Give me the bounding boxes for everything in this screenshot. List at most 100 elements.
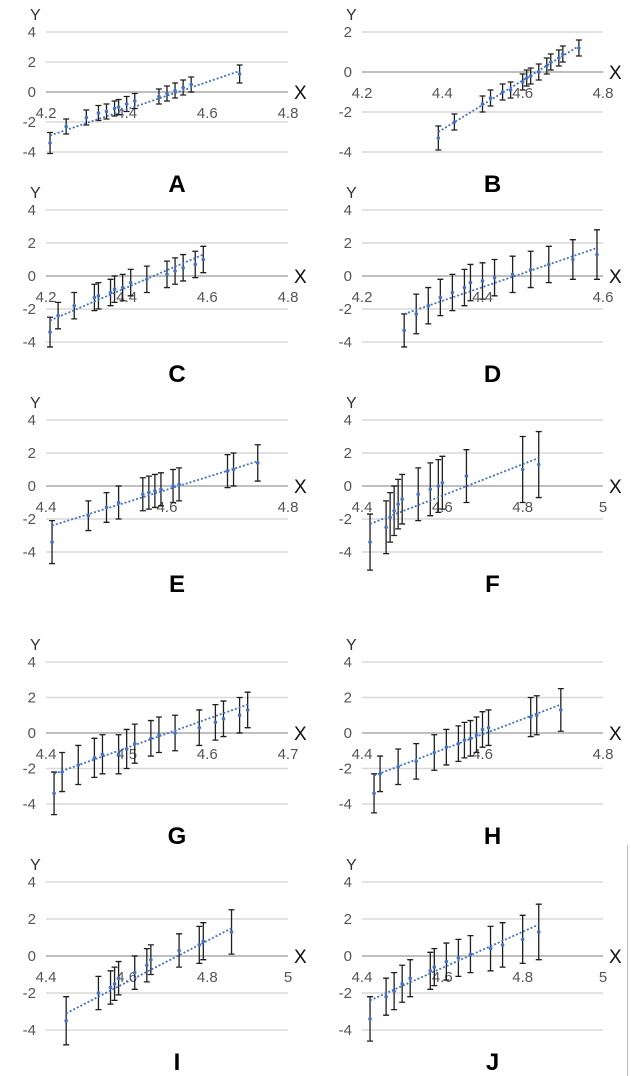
y-tick-label: 0 — [344, 478, 352, 495]
panel-label: E — [169, 571, 185, 598]
data-point — [486, 725, 491, 730]
data-point — [400, 497, 404, 501]
x-tick-label: 4.2 — [352, 289, 373, 306]
y-axis-label: Y — [346, 395, 357, 412]
data-point — [116, 752, 121, 757]
y-tick-label: 2 — [28, 690, 36, 707]
data-point — [508, 88, 513, 92]
x-axis-label: X — [609, 947, 622, 968]
y-tick-label: 0 — [28, 478, 36, 495]
data-point — [468, 736, 473, 741]
data-point — [392, 508, 396, 513]
y-axis-label: Y — [346, 637, 357, 654]
data-point — [116, 500, 121, 505]
data-point — [213, 720, 218, 725]
x-tick-label: 4.8 — [512, 969, 533, 986]
data-point — [165, 91, 169, 96]
data-point — [116, 976, 121, 980]
y-tick-label: 4 — [344, 202, 352, 219]
y-tick-label: 0 — [344, 725, 352, 742]
panel-label: D — [484, 361, 501, 388]
data-point — [480, 727, 485, 732]
chart-panel-b: -4 -2 0 2 4.2 4.4 4.6 4.8 Y X B — [339, 7, 622, 198]
data-point — [104, 109, 109, 114]
x-tick-label: 4.2 — [36, 289, 57, 306]
data-point — [76, 763, 81, 767]
data-point — [48, 141, 52, 145]
y-tick-label: -4 — [23, 144, 36, 161]
data-point — [104, 505, 109, 510]
data-point — [577, 46, 581, 50]
data-point — [96, 111, 101, 115]
trendline — [403, 247, 598, 315]
data-point — [229, 930, 234, 934]
data-point — [456, 956, 461, 960]
y-tick-label: -2 — [23, 985, 36, 1002]
data-point — [571, 257, 575, 262]
data-point — [100, 752, 105, 757]
data-point — [193, 262, 198, 267]
data-point — [440, 480, 445, 485]
data-point — [468, 280, 473, 285]
data-point — [456, 741, 461, 746]
data-point — [396, 764, 400, 769]
x-tick-label: 4.4 — [36, 746, 57, 763]
x-tick-label: 4.2 — [352, 85, 373, 102]
data-point — [388, 515, 392, 520]
data-point — [197, 943, 202, 947]
x-axis-label: X — [609, 724, 622, 745]
y-tick-label: 4 — [28, 24, 36, 41]
x-tick-label: 4.8 — [278, 105, 299, 122]
data-point — [221, 717, 226, 721]
data-point — [157, 732, 161, 737]
data-point — [510, 272, 515, 277]
y-tick-label: -2 — [339, 301, 352, 318]
data-point — [245, 708, 250, 712]
x-axis-label: X — [294, 83, 307, 104]
x-axis-label: X — [609, 63, 622, 84]
data-point — [428, 487, 433, 492]
data-point — [534, 713, 539, 718]
x-tick-label: 4.4 — [352, 499, 373, 516]
x-tick-label: 4.6 — [472, 746, 493, 763]
y-axis-label: Y — [346, 7, 357, 24]
x-tick-label: 4.6 — [197, 105, 218, 122]
data-point — [384, 525, 388, 530]
y-tick-label: 0 — [344, 64, 352, 81]
data-point — [225, 469, 230, 473]
data-point — [402, 328, 406, 333]
chart-panel-i: -4 -2 0 2 4 4.4 4.6 4.8 5 Y X I — [23, 857, 307, 1076]
data-point — [488, 946, 493, 951]
x-tick-label: 4.7 — [278, 746, 299, 763]
y-tick-label: 2 — [344, 24, 352, 41]
data-point — [426, 303, 431, 308]
data-point — [468, 952, 473, 956]
data-point — [384, 994, 388, 999]
data-point — [436, 484, 441, 488]
data-point — [92, 295, 97, 300]
y-axis-label: Y — [30, 7, 41, 24]
x-axis-label: X — [609, 267, 622, 288]
y-tick-label: -2 — [339, 985, 352, 1002]
data-point — [149, 957, 153, 962]
chart-panel-j: -4 -2 0 2 4 4.4 4.6 4.8 5 Y X J — [339, 857, 622, 1076]
data-point — [520, 467, 525, 472]
data-point — [177, 948, 181, 953]
data-point — [368, 1017, 372, 1021]
data-point — [368, 540, 372, 544]
y-axis-label: Y — [30, 395, 41, 412]
chart-panel-c: -4 -2 0 2 4 4.2 4.4 4.6 4.8 Y X C — [23, 185, 307, 388]
y-tick-label: 0 — [344, 948, 352, 965]
panel-label: G — [168, 823, 187, 850]
data-point — [488, 96, 493, 100]
trendline — [49, 253, 204, 322]
x-tick-label: 4.4 — [36, 499, 57, 516]
y-tick-label: 2 — [28, 445, 36, 462]
x-tick-label: 4.6 — [197, 746, 218, 763]
data-point — [520, 80, 525, 84]
x-tick-label: 4.6 — [593, 289, 614, 306]
data-point — [237, 72, 242, 76]
data-point — [92, 756, 97, 760]
y-tick-label: 0 — [28, 268, 36, 285]
